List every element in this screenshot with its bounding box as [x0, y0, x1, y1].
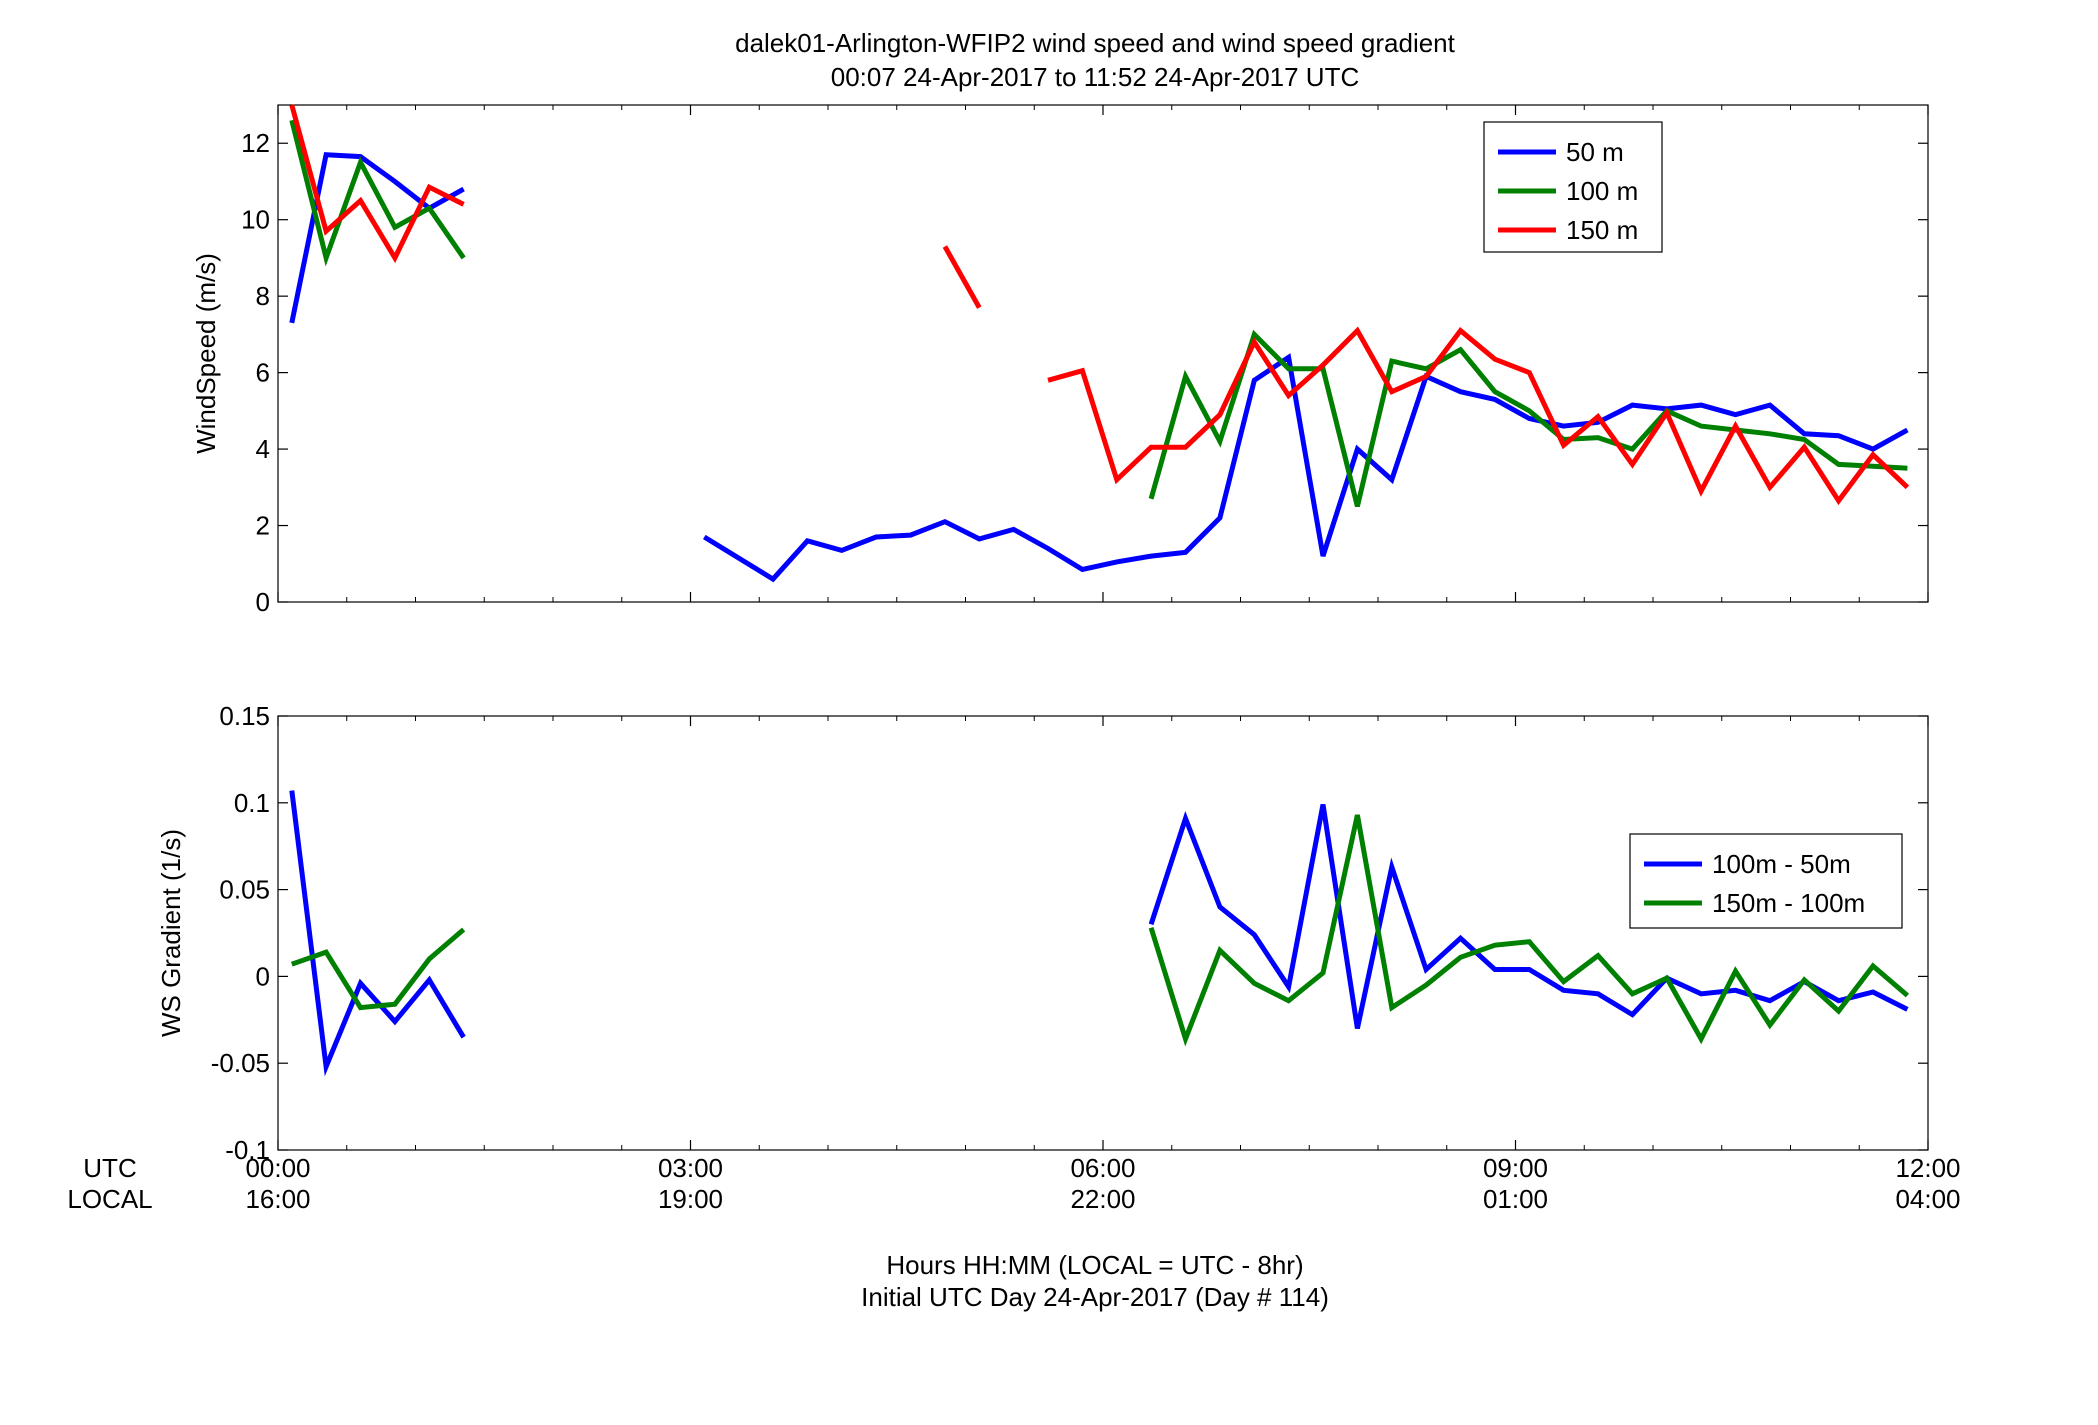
chart-subtitle: 00:07 24-Apr-2017 to 11:52 24-Apr-2017 U… — [831, 62, 1360, 92]
series-line — [702, 353, 1909, 583]
utc-row-label: UTC — [83, 1153, 136, 1183]
x-axis-sublabel: Initial UTC Day 24-Apr-2017 (Day # 114) — [861, 1282, 1329, 1312]
series-line — [290, 927, 466, 1011]
series-line — [1047, 326, 1910, 506]
x-tick-label-local: 22:00 — [1070, 1184, 1135, 1214]
y-tick-label: 0.1 — [234, 788, 270, 818]
y-tick-label: 2 — [256, 511, 270, 541]
x-tick-label-utc: 09:00 — [1483, 1153, 1548, 1183]
y-tick-label: -0.05 — [211, 1048, 270, 1078]
chart-title: dalek01-Arlington-WFIP2 wind speed and w… — [735, 28, 1456, 58]
x-tick-label-local: 01:00 — [1483, 1184, 1548, 1214]
x-tick-label-local: 19:00 — [658, 1184, 723, 1214]
legend-entry: 150 m — [1566, 215, 1638, 245]
windspeed-panel: 0 2 4 6 8 10 12 WindSpeed (m/s) 50 m 100 m 150 m — [191, 104, 1929, 617]
x-tick-label-local: 16:00 — [245, 1184, 310, 1214]
series-line — [289, 152, 465, 324]
legend-entry: 100m - 50m — [1712, 849, 1851, 879]
x-tick-label-utc: 03:00 — [658, 1153, 723, 1183]
y-axis-label: WS Gradient (1/s) — [156, 829, 186, 1037]
y-tick-label: 8 — [256, 281, 270, 311]
series-line — [942, 245, 982, 309]
gradient-panel: -0.1 -0.05 0 0.05 0.1 0.15 WS Gradient (1/s) 10… — [156, 701, 1929, 1165]
x-axis-label: Hours HH:MM (LOCAL = UTC - 8hr) — [886, 1250, 1303, 1280]
legend: 50 m 100 m 150 m — [1483, 121, 1663, 253]
x-tick-label-local: 04:00 — [1895, 1184, 1960, 1214]
plot-frame — [277, 104, 1929, 603]
x-tick-label-utc: 06:00 — [1070, 1153, 1135, 1183]
y-tick-label: 4 — [256, 434, 270, 464]
series-line — [289, 119, 466, 267]
x-tick-label-utc: 12:00 — [1895, 1153, 1960, 1183]
y-tick-label: -0.1 — [225, 1135, 270, 1165]
y-tick-label: 0.05 — [219, 875, 270, 905]
local-row-label: LOCAL — [67, 1184, 152, 1214]
y-tick-label: 0 — [256, 961, 270, 991]
legend-entry: 50 m — [1566, 137, 1624, 167]
plot-frame — [277, 715, 1929, 1151]
y-tick-label: 0 — [256, 587, 270, 617]
legend-box — [1629, 833, 1903, 929]
y-tick-label: 0.15 — [219, 701, 270, 731]
y-tick-label: 10 — [241, 205, 270, 235]
series-line — [289, 104, 465, 264]
y-tick-label: 12 — [241, 128, 270, 158]
legend: 100m - 50m 150m - 100m — [1629, 833, 1903, 929]
x-tick-label-utc: 00:00 — [245, 1153, 310, 1183]
legend-entry: 150m - 100m — [1712, 888, 1865, 918]
series-line — [289, 790, 466, 1077]
y-tick-label: 6 — [256, 358, 270, 388]
y-axis-label: WindSpeed (m/s) — [191, 253, 221, 454]
legend-entry: 100 m — [1566, 176, 1638, 206]
